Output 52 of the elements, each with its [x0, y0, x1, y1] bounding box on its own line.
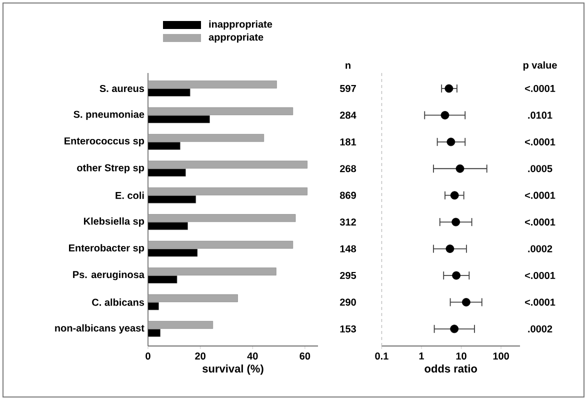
y-tick-label: C. albicans	[92, 298, 144, 306]
x-tick-label: 0	[146, 352, 150, 360]
text: 597	[340, 84, 356, 92]
x-axis-title: odds ratio	[424, 364, 477, 373]
x-tick-label: 20	[195, 352, 206, 360]
point	[446, 244, 454, 253]
text: 268	[340, 165, 356, 172]
point	[452, 218, 460, 226]
text: .0005	[528, 165, 552, 172]
x-tick-label: 1	[419, 352, 424, 360]
x-tick-label: 40	[247, 352, 258, 360]
x-tick-label: 0.1	[375, 352, 388, 360]
text: 148	[340, 245, 356, 252]
text: 181	[340, 138, 356, 146]
point	[450, 324, 459, 334]
y-tick-label: E. coli	[116, 192, 144, 200]
x-tick-label: 60	[300, 352, 310, 360]
text: <.0001	[524, 298, 556, 306]
legend-label: inappropriate	[209, 20, 272, 30]
text: 153	[340, 325, 356, 332]
y-tick-label: S. aureus	[100, 84, 144, 92]
y-tick-label: Enterobacter sp	[69, 244, 144, 254]
text: 290	[340, 298, 356, 306]
y-tick-label: other Strep sp	[77, 164, 144, 174]
text: 295	[340, 272, 356, 280]
point	[444, 84, 454, 93]
y-tick-label: Ps. aeruginosa	[73, 270, 145, 280]
text: 284	[340, 112, 356, 119]
text: <.0001	[524, 138, 556, 146]
point	[452, 271, 460, 280]
text: .0002	[528, 325, 552, 332]
text: 312	[340, 218, 356, 226]
text: <.0001	[524, 272, 556, 280]
point	[446, 138, 456, 146]
y-tick-label: Enterococcus sp	[64, 137, 144, 146]
text: n	[346, 63, 350, 69]
y-tick-label: S. pneumoniae	[74, 110, 144, 120]
text: <.0001	[524, 84, 556, 92]
text: <.0001	[524, 192, 556, 199]
x-axis-title: survival (%)	[202, 364, 264, 375]
x-tick-label: 10	[456, 352, 466, 360]
point	[450, 191, 459, 200]
x-tick-label: 100	[493, 352, 509, 360]
y-tick-label: non-albicans yeast	[55, 324, 144, 334]
point	[456, 164, 464, 173]
text: .0002	[528, 245, 552, 252]
text: p value	[523, 61, 557, 71]
legend-label: appropriate	[208, 33, 264, 43]
text: 869	[340, 192, 356, 199]
text: .0101	[528, 112, 552, 119]
text: <.0001	[524, 218, 556, 226]
y-tick-label: Klebsiella sp	[84, 217, 144, 227]
